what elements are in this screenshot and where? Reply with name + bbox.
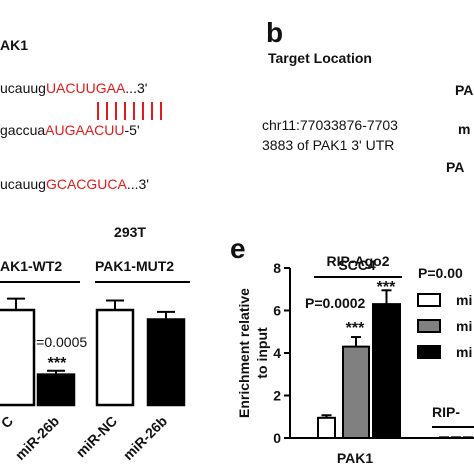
significance: *** xyxy=(346,320,365,337)
bar xyxy=(95,308,135,407)
y-axis-label: Enrichment relative xyxy=(236,288,252,418)
x-tick-label: miR-NC xyxy=(73,413,121,461)
y-tick-label: 6 xyxy=(273,303,281,319)
legend-label: mi xyxy=(456,318,472,334)
cut-label: PA xyxy=(455,82,473,98)
sequence: ucauugGCACGUCA...3' xyxy=(0,176,149,192)
chart-title: SCC4 xyxy=(338,257,376,273)
group-label: AK1-WT2 xyxy=(0,258,62,274)
group-label: RIP- xyxy=(432,404,460,420)
x-tick-label: PAK1 xyxy=(337,450,374,466)
location-line: 3883 of PAK1 3' UTR xyxy=(262,137,394,153)
seq-suffix: ...3' xyxy=(127,176,149,192)
cut-label: m xyxy=(458,121,470,137)
panel-letter: e xyxy=(230,233,246,264)
seq-prefix: ucauug xyxy=(0,80,46,96)
seq-suffix: -5' xyxy=(125,122,140,138)
bar xyxy=(342,345,370,439)
bar xyxy=(36,373,76,407)
seq-prefix: gaccua xyxy=(0,122,45,138)
seq-suffix: ...3' xyxy=(125,80,147,96)
group-label: RIP-Ago2 xyxy=(327,253,390,269)
y-tick-label: 2 xyxy=(273,388,281,404)
bar xyxy=(372,303,401,439)
legend-swatch xyxy=(417,293,441,307)
legend-label: mi xyxy=(456,344,472,360)
bar xyxy=(146,318,186,407)
panel-letter: b xyxy=(266,17,283,48)
y-tick-label: 8 xyxy=(273,260,281,276)
p-value: P=0.00 xyxy=(418,265,463,281)
y-tick-label: 0 xyxy=(273,430,281,446)
bar xyxy=(0,308,36,407)
legend-swatch xyxy=(417,345,441,359)
x-tick-label: miR-26b xyxy=(12,413,62,463)
legend-label: mi xyxy=(456,292,472,308)
x-tick-label: miR-26b xyxy=(120,413,170,463)
panel-heading: Target Location xyxy=(268,50,372,66)
x-tick-label: C xyxy=(0,413,16,431)
significance: *** xyxy=(48,355,67,372)
seq-site: AUGAACUU xyxy=(45,122,124,138)
cut-label: PA xyxy=(446,159,464,175)
chart-title: 293T xyxy=(114,224,146,240)
location-line: chr11:77033876-7703 xyxy=(262,117,398,133)
sequence: ucauugUACUUGAA...3' xyxy=(0,80,147,96)
bar xyxy=(451,436,461,439)
bar xyxy=(317,416,336,439)
sequence: gaccuaAUGAACUU-5' xyxy=(0,122,140,138)
y-tick-label: 4 xyxy=(273,345,281,361)
bar xyxy=(463,436,473,439)
group-label: PAK1-MUT2 xyxy=(95,258,174,274)
p-value: P=0.0005 xyxy=(27,334,88,350)
gene-label: AK1 xyxy=(0,37,28,53)
significance: *** xyxy=(377,279,396,296)
y-axis-label: to input xyxy=(254,327,270,379)
p-value: P=0.0002 xyxy=(305,295,366,311)
seq-prefix: ucauug xyxy=(0,176,46,192)
pairing-lines xyxy=(97,102,162,120)
seq-site: GCACGUCA xyxy=(46,176,128,192)
legend-swatch xyxy=(417,319,441,333)
seq-site: UACUUGAA xyxy=(46,80,126,96)
bar xyxy=(439,436,449,439)
